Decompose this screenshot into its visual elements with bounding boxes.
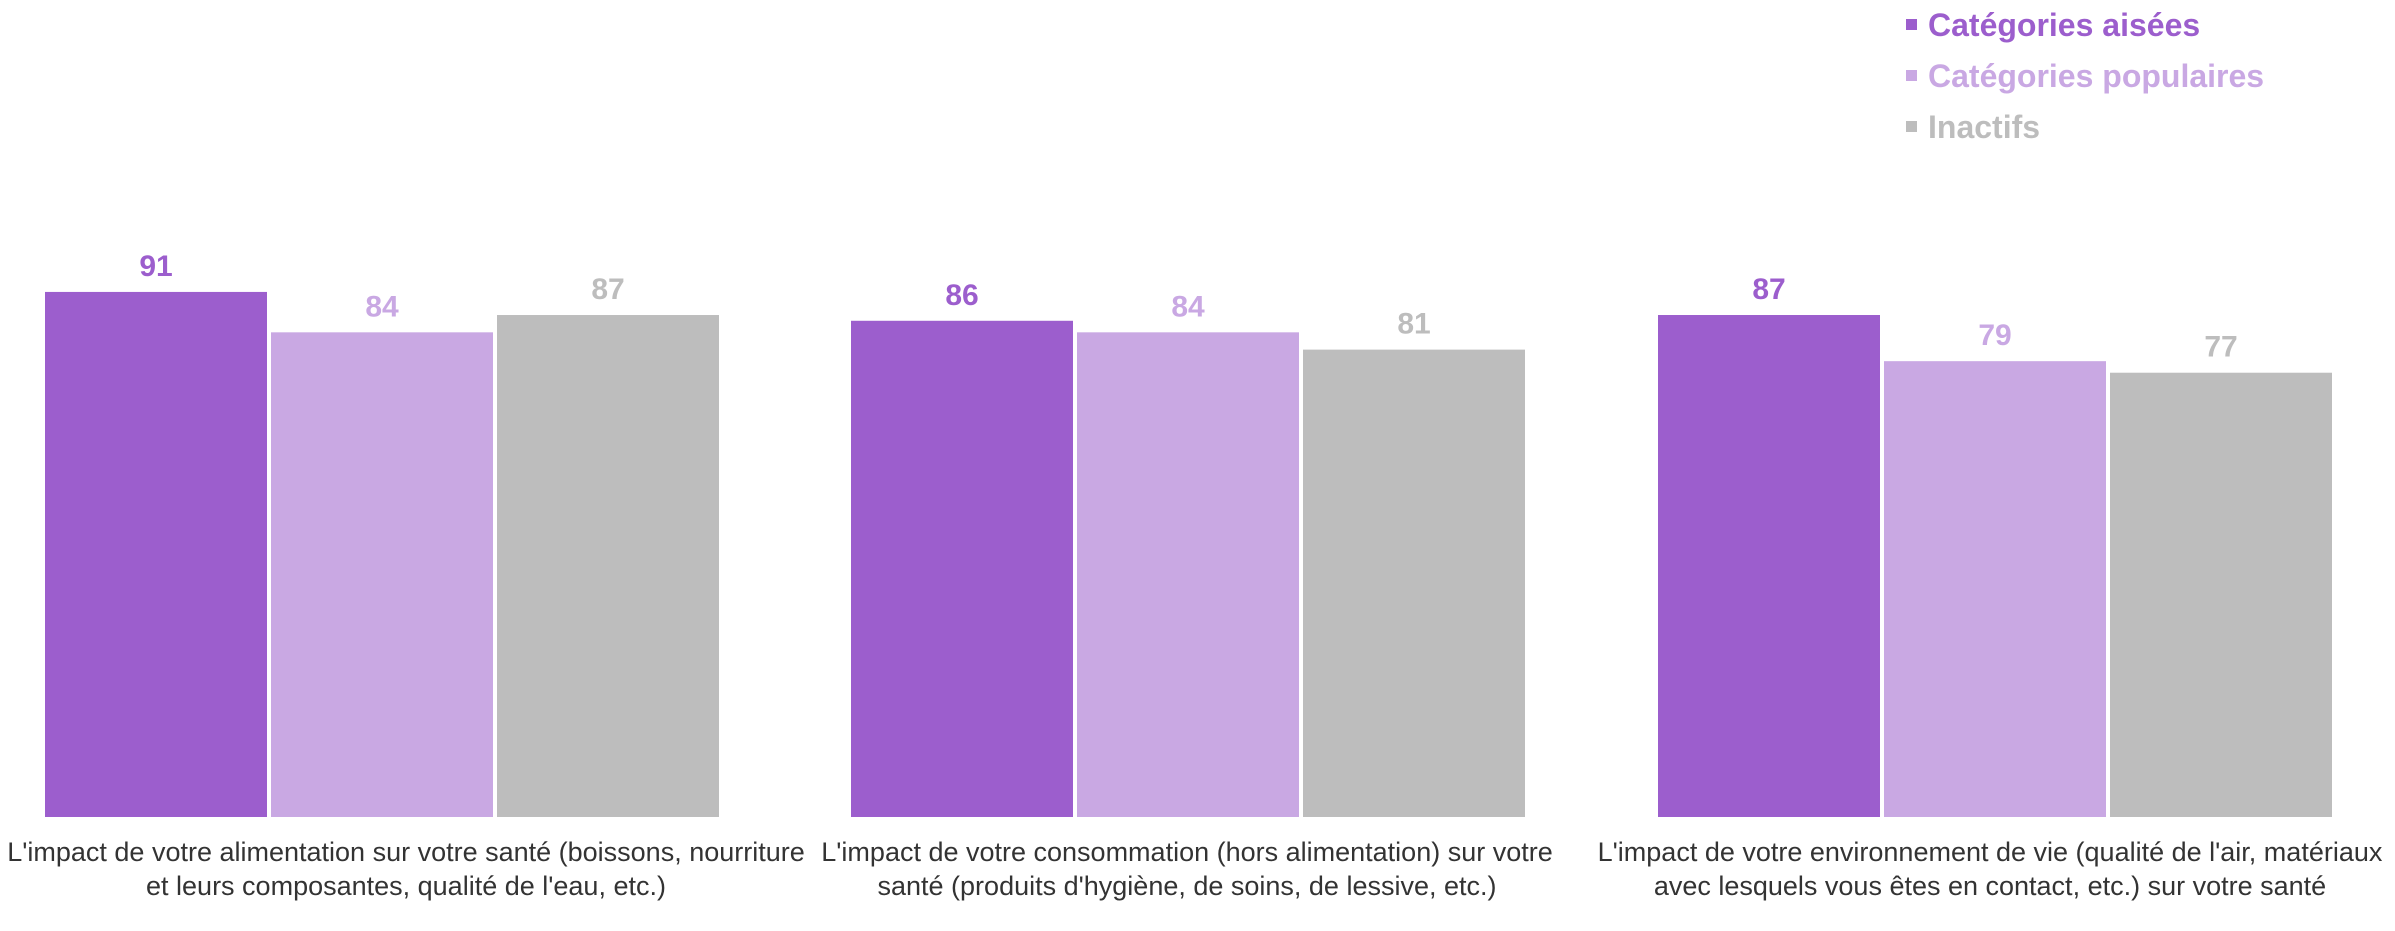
value-label-3-1: 87 <box>1752 273 1785 306</box>
legend-label-1: Catégories aisées <box>1928 7 2200 43</box>
legend: Catégories aisées Catégories populaires In… <box>1906 7 2264 145</box>
bar-3-2 <box>1884 361 2106 817</box>
bar-2-1 <box>851 320 1073 817</box>
bar-3-3 <box>2110 372 2332 817</box>
bars-group <box>45 291 2332 817</box>
value-label-1-3: 87 <box>591 273 624 306</box>
value-label-1-1: 91 <box>139 250 172 283</box>
value-label-2-2: 84 <box>1171 290 1205 323</box>
legend-label-2: Catégories populaires <box>1928 58 2264 94</box>
value-label-2-1: 86 <box>945 279 978 312</box>
legend-swatch-2 <box>1906 70 1917 81</box>
bar-2-2 <box>1077 332 1299 817</box>
legend-swatch-3 <box>1906 121 1917 132</box>
value-label-2-3: 81 <box>1397 308 1430 341</box>
value-label-3-2: 79 <box>1978 319 2011 352</box>
category-label-3: L'impact de votre environnement de vie (… <box>1597 837 2383 901</box>
value-label-3-3: 77 <box>2204 331 2237 364</box>
legend-swatch-1 <box>1906 19 1917 30</box>
bar-1-3 <box>497 315 719 817</box>
bar-2-3 <box>1303 349 1525 817</box>
category-label-1: L'impact de votre alimentation sur votre… <box>7 837 805 901</box>
legend-label-3: Inactifs <box>1928 109 2040 145</box>
value-label-1-2: 84 <box>365 290 399 323</box>
bar-1-1 <box>45 291 267 817</box>
value-labels-group: 91 84 87 86 84 81 87 79 77 <box>139 250 2237 364</box>
category-label-2: L'impact de votre consommation (hors ali… <box>821 837 1553 901</box>
bar-3-1 <box>1658 315 1880 817</box>
bar-1-2 <box>271 332 493 817</box>
